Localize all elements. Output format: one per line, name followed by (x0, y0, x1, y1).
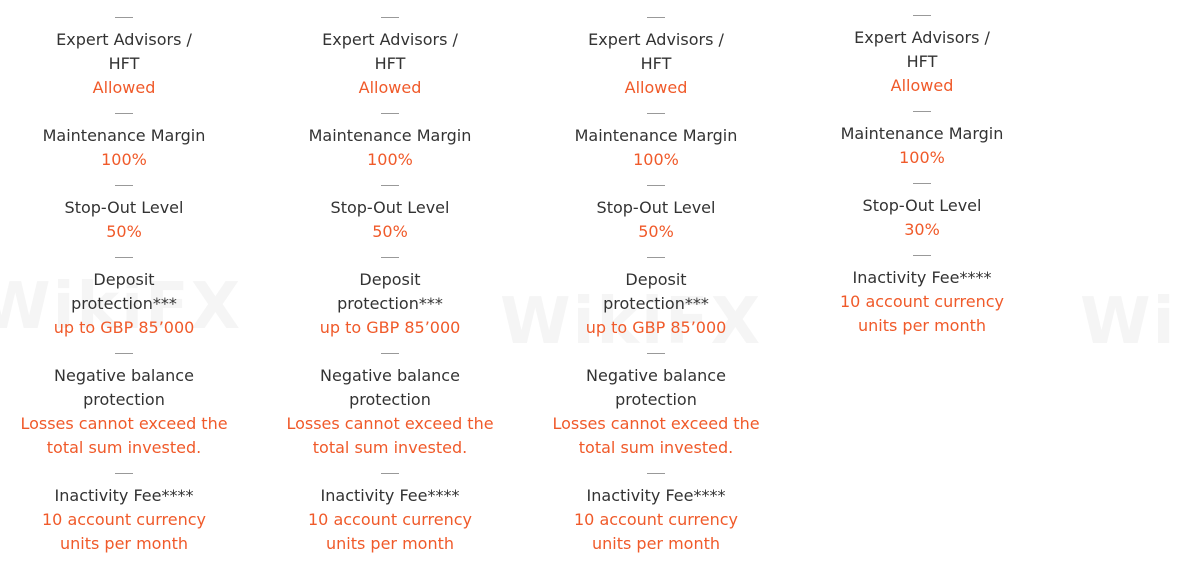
divider (647, 17, 665, 18)
spec-value: 100% (367, 150, 413, 169)
spec-label: Maintenance Margin (308, 126, 472, 145)
divider (913, 15, 931, 16)
spec-item: Inactivity Fee**** 10 account currency u… (0, 473, 249, 569)
spec-value: 10 account currency units per month (840, 292, 1004, 335)
spec-label: Expert Advisors / HFT (56, 30, 192, 73)
spec-item: Stop-Out Level 50% (0, 185, 249, 257)
divider (381, 17, 399, 18)
spec-item: Expert Advisors / HFT Allowed (797, 15, 1047, 111)
divider (115, 17, 133, 18)
spec-label: Stop-Out Level (330, 198, 450, 217)
divider (115, 473, 133, 474)
spec-value: 10 account currency units per month (42, 510, 206, 553)
divider (647, 257, 665, 258)
spec-label: Maintenance Margin (42, 126, 206, 145)
spec-value: 100% (633, 150, 679, 169)
spec-column: Expert Advisors / HFT Allowed Maintenanc… (531, 17, 781, 569)
spec-label: Stop-Out Level (596, 198, 716, 217)
spec-label: Expert Advisors / HFT (322, 30, 458, 73)
spec-item: Negative balance protection Losses canno… (265, 353, 515, 473)
spec-value: 10 account currency units per month (574, 510, 738, 553)
divider (381, 353, 399, 354)
divider (647, 185, 665, 186)
spec-item: Stop-Out Level 50% (265, 185, 515, 257)
divider (913, 255, 931, 256)
spec-value: up to GBP 85’000 (319, 318, 461, 337)
watermark: WikiFX (1080, 285, 1179, 359)
spec-item: Maintenance Margin 100% (0, 113, 249, 185)
spec-item: Maintenance Margin 100% (265, 113, 515, 185)
spec-value: Allowed (92, 78, 156, 97)
spec-label: Deposit protection*** (603, 270, 709, 313)
spec-column: Expert Advisors / HFT Allowed Maintenanc… (265, 17, 515, 569)
spec-value: 50% (106, 222, 142, 241)
spec-item: Deposit protection*** up to GBP 85’000 (265, 257, 515, 353)
divider (913, 183, 931, 184)
spec-item: Expert Advisors / HFT Allowed (265, 17, 515, 113)
spec-label: Maintenance Margin (574, 126, 738, 145)
spec-value: Allowed (358, 78, 422, 97)
spec-value: Losses cannot exceed the total sum inves… (552, 414, 760, 457)
spec-label: Negative balance protection (586, 366, 726, 409)
spec-item: Inactivity Fee**** 10 account currency u… (531, 473, 781, 569)
spec-value: up to GBP 85’000 (53, 318, 195, 337)
divider (115, 113, 133, 114)
divider (381, 113, 399, 114)
divider (115, 353, 133, 354)
spec-item: Stop-Out Level 50% (531, 185, 781, 257)
divider (115, 257, 133, 258)
spec-column: Expert Advisors / HFT Allowed Maintenanc… (797, 15, 1047, 351)
spec-label: Stop-Out Level (862, 196, 982, 215)
spec-value: 50% (638, 222, 674, 241)
spec-item: Expert Advisors / HFT Allowed (531, 17, 781, 113)
spec-item: Maintenance Margin 100% (797, 111, 1047, 183)
spec-item: Negative balance protection Losses canno… (531, 353, 781, 473)
spec-value: up to GBP 85’000 (585, 318, 727, 337)
spec-item: Deposit protection*** up to GBP 85’000 (531, 257, 781, 353)
spec-value: Allowed (890, 76, 954, 95)
spec-value: 100% (101, 150, 147, 169)
divider (647, 113, 665, 114)
spec-value: Losses cannot exceed the total sum inves… (286, 414, 494, 457)
spec-value: 100% (899, 148, 945, 167)
spec-label: Inactivity Fee**** (54, 486, 194, 505)
spec-label: Expert Advisors / HFT (588, 30, 724, 73)
divider (381, 185, 399, 186)
spec-label: Negative balance protection (320, 366, 460, 409)
spec-item: Inactivity Fee**** 10 account currency u… (265, 473, 515, 569)
divider (381, 257, 399, 258)
spec-label: Expert Advisors / HFT (854, 28, 990, 71)
spec-value: Losses cannot exceed the total sum inves… (20, 414, 228, 457)
spec-label: Deposit protection*** (337, 270, 443, 313)
spec-label: Maintenance Margin (840, 124, 1004, 143)
spec-label: Negative balance protection (54, 366, 194, 409)
divider (115, 185, 133, 186)
spec-column: Expert Advisors / HFT Allowed Maintenanc… (0, 17, 249, 569)
spec-label: Deposit protection*** (71, 270, 177, 313)
spec-value: 50% (372, 222, 408, 241)
divider (647, 473, 665, 474)
spec-item: Stop-Out Level 30% (797, 183, 1047, 255)
spec-label: Inactivity Fee**** (852, 268, 992, 287)
spec-item: Expert Advisors / HFT Allowed (0, 17, 249, 113)
spec-value: 30% (904, 220, 940, 239)
spec-value: Allowed (624, 78, 688, 97)
spec-label: Inactivity Fee**** (586, 486, 726, 505)
spec-value: 10 account currency units per month (308, 510, 472, 553)
spec-item: Negative balance protection Losses canno… (0, 353, 249, 473)
spec-item: Deposit protection*** up to GBP 85’000 (0, 257, 249, 353)
spec-item: Maintenance Margin 100% (531, 113, 781, 185)
spec-item: Inactivity Fee**** 10 account currency u… (797, 255, 1047, 351)
spec-label: Inactivity Fee**** (320, 486, 460, 505)
divider (913, 111, 931, 112)
divider (647, 353, 665, 354)
divider (381, 473, 399, 474)
spec-label: Stop-Out Level (64, 198, 184, 217)
